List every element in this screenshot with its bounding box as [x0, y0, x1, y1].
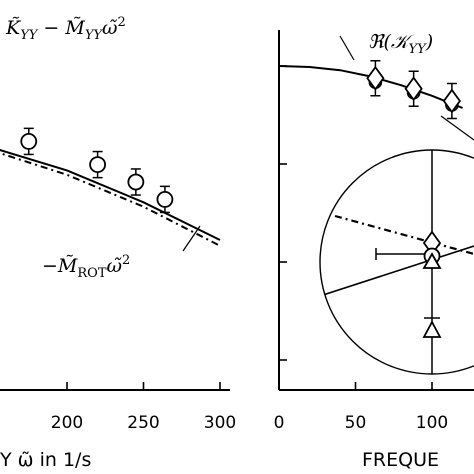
left-x-tick-label: 250 [127, 413, 159, 433]
right-x-tick-label: 100 [416, 413, 448, 433]
zoom-circle [319, 149, 474, 375]
zoom-solid-curve [320, 245, 474, 297]
left-curves [0, 149, 221, 247]
left-panel: 0200250300 K̃YY − M̃YYω̃2 −M̃ROTω̃2 Y ω̃… [0, 15, 236, 471]
left-circle-marker [156, 190, 174, 208]
left-x-tick-label: 200 [51, 413, 83, 433]
left-circle-marker [89, 156, 106, 174]
right-x-tick-label: 50 [345, 413, 367, 433]
right-diamond-marker [404, 76, 423, 102]
left-annotation-pointer [182, 225, 201, 252]
right-curve-label: ℜ(𝒦YY) [368, 31, 433, 57]
left-points [20, 127, 174, 214]
right-points [366, 60, 462, 120]
left-solid-curve-label: K̃YY − M̃YYω̃2 [5, 15, 126, 43]
right-annotation-pointer [339, 35, 355, 61]
right-x-ticks: 0 50 100 [274, 382, 448, 433]
left-x-ticks: 0200250300 [51, 382, 236, 433]
left-circle-marker [20, 132, 38, 150]
right-diamond-marker [366, 65, 385, 91]
zoom-inset [319, 115, 474, 375]
zoom-dashed-curve [334, 214, 474, 256]
right-x-axis-title: FREQUE [362, 449, 439, 471]
zoom-triangle-marker-lower [422, 320, 442, 338]
left-x-tick-label: 300 [204, 413, 236, 433]
right-x-tick-label: 0 [274, 413, 285, 433]
right-diamond-marker [442, 88, 462, 114]
zoom-triangle-marker [422, 252, 442, 269]
right-panel: 0 50 100 ℜ(𝒦YY) FREQUE [274, 30, 474, 471]
left-circle-marker [127, 173, 145, 191]
left-x-axis-title: Y ω̃ in 1/s [0, 449, 91, 471]
left-solid-curve [0, 149, 221, 241]
zoom-connector [440, 115, 474, 141]
left-dashed-curve-label: −M̃ROTω̃2 [42, 253, 130, 281]
right-y-ticks [279, 65, 287, 361]
